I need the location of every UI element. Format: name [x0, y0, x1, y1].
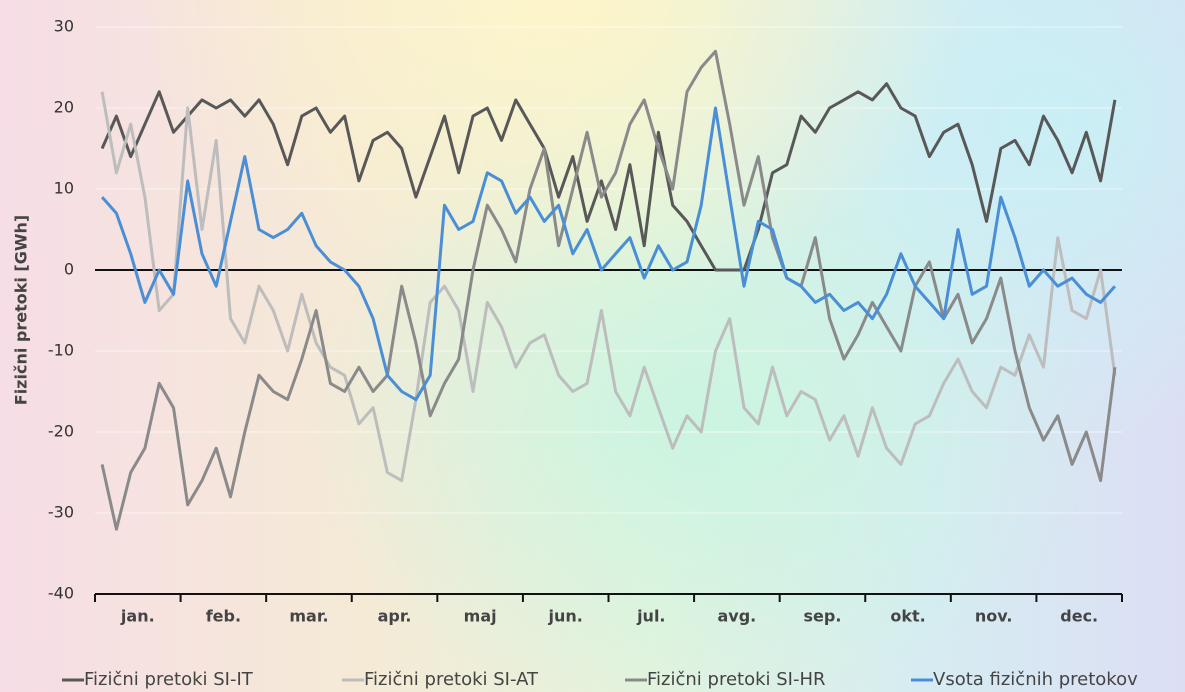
legend-label: Fizični pretoki SI-AT — [364, 669, 539, 690]
series-line — [100, 82, 1117, 272]
y-tick-label: 10 — [54, 179, 74, 198]
x-tick-label: feb. — [206, 607, 241, 626]
x-tick-label: maj — [464, 607, 497, 626]
legend-label: Fizični pretoki SI-IT — [84, 669, 254, 690]
x-tick-label: apr. — [378, 607, 412, 626]
x-tick-label: mar. — [289, 607, 328, 626]
x-tick-label: okt. — [890, 607, 925, 626]
x-tick-label: nov. — [975, 607, 1013, 626]
series-line — [100, 106, 1117, 402]
x-tick-label: avg. — [717, 607, 756, 626]
y-tick-label: -40 — [48, 584, 74, 603]
y-tick-label: 20 — [54, 98, 74, 117]
x-tick-label: dec. — [1060, 607, 1098, 626]
y-tick-label: -30 — [48, 503, 74, 522]
x-tick-label: jul. — [636, 607, 665, 626]
y-tick-label: 30 — [54, 17, 74, 36]
legend-label: Vsota fizičnih pretokov — [933, 669, 1138, 690]
series-line — [100, 91, 1117, 483]
y-tick-label: -10 — [48, 341, 74, 360]
y-tick-label: 0 — [64, 260, 74, 279]
series-line — [100, 49, 1117, 531]
y-axis-label: Fizični pretoki [GWh] — [12, 215, 31, 405]
x-tick-label: jan. — [120, 607, 155, 626]
x-tick-label: sep. — [804, 607, 842, 626]
legend-label: Fizični pretoki SI-HR — [647, 669, 826, 690]
y-tick-label: -20 — [48, 422, 74, 441]
x-tick-label: jun. — [548, 607, 583, 626]
